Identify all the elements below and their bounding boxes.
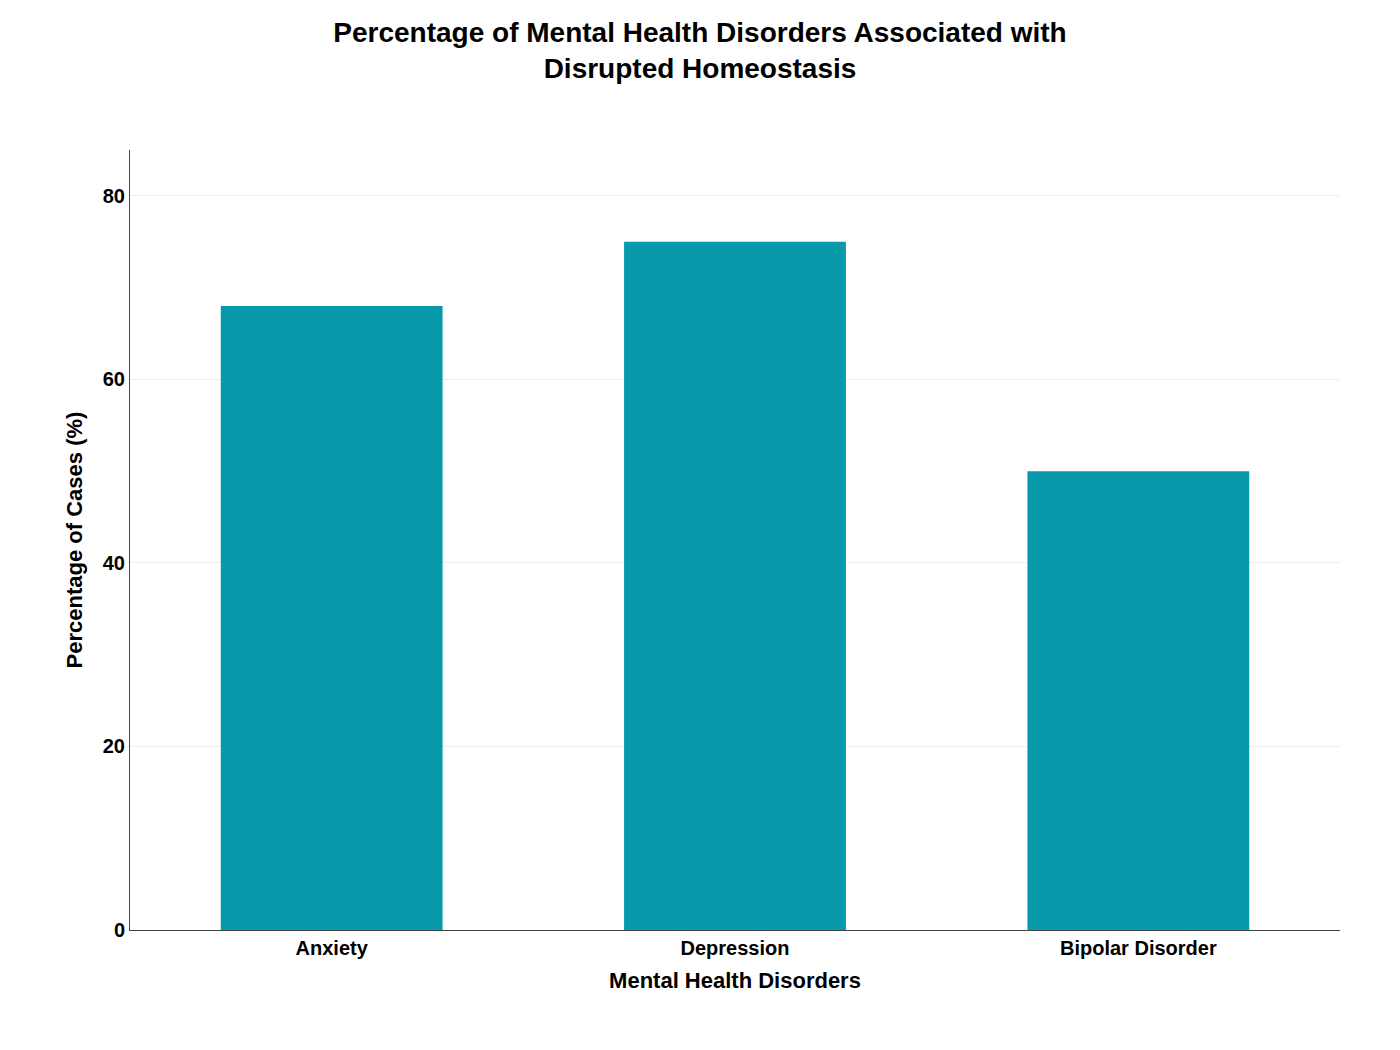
svg-text:Percentage of Cases (%): Percentage of Cases (%) bbox=[62, 412, 87, 669]
svg-text:Bipolar Disorder: Bipolar Disorder bbox=[1060, 937, 1217, 959]
svg-text:Percentage of Mental Health Di: Percentage of Mental Health Disorders As… bbox=[333, 17, 1066, 84]
svg-text:Depression: Depression bbox=[681, 937, 790, 959]
svg-text:80: 80 bbox=[103, 185, 125, 207]
svg-text:Mental Health Disorders: Mental Health Disorders bbox=[609, 968, 861, 993]
svg-text:60: 60 bbox=[103, 368, 125, 390]
svg-text:Anxiety: Anxiety bbox=[296, 937, 369, 959]
svg-text:20: 20 bbox=[103, 735, 125, 757]
svg-text:40: 40 bbox=[103, 552, 125, 574]
svg-text:0: 0 bbox=[114, 919, 125, 941]
